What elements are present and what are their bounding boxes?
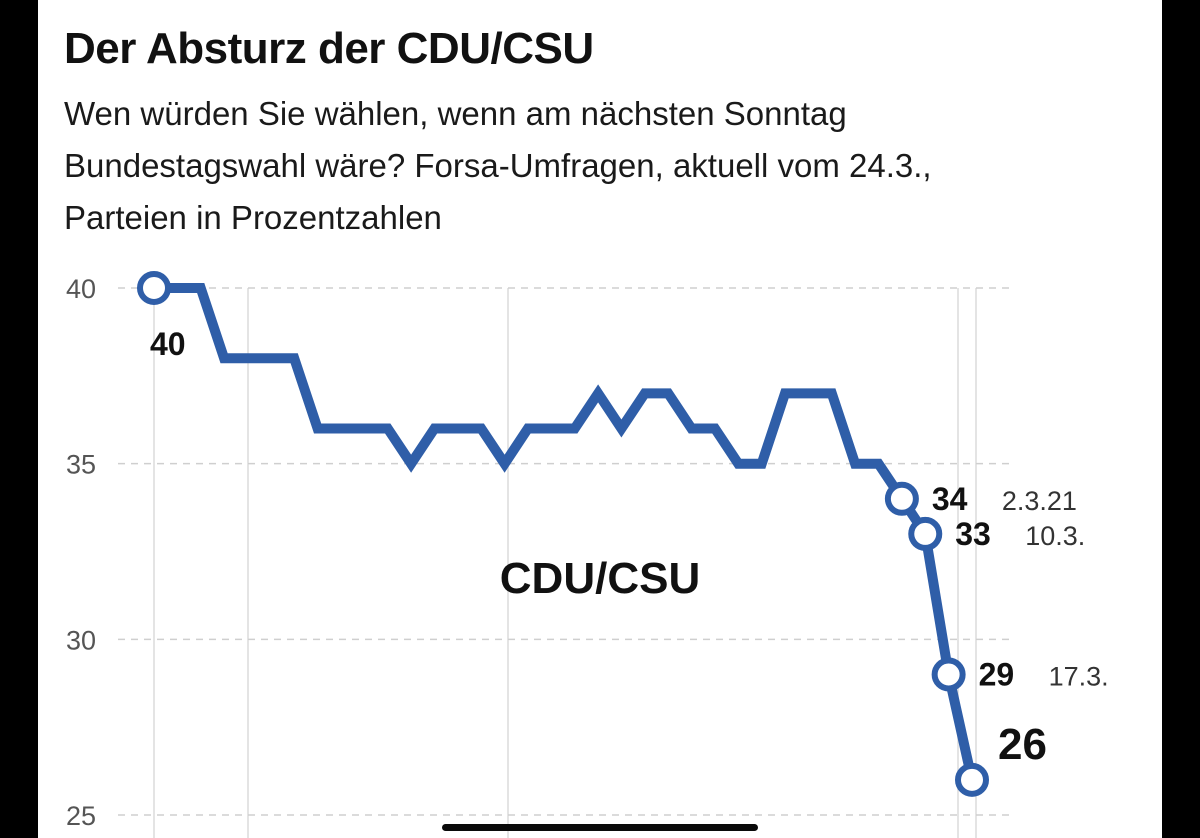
data-label-34: 34 (932, 481, 968, 517)
data-label-40: 40 (150, 326, 186, 362)
date-label-34: 2.3.21 (1002, 486, 1077, 516)
data-label-26: 26 (998, 720, 1047, 769)
data-label-33: 33 (955, 516, 991, 552)
line-chart: 40 35 30 25 CDU/CSU 40 34 2.3.21 33 10.3. 29 17.3.2… (66, 271, 1109, 838)
series-label: CDU/CSU (500, 554, 700, 603)
data-point-26 (955, 762, 989, 797)
data-point-33 (908, 516, 943, 551)
data-label-29: 29 (979, 656, 1015, 692)
data-point-40 (137, 271, 171, 305)
chart-title: Der Absturz der CDU/CSU (64, 24, 594, 73)
data-point-34 (884, 481, 919, 516)
y-tick-label-25: 25 (66, 801, 96, 831)
y-tick-label-30: 30 (66, 625, 96, 655)
home-indicator[interactable] (442, 824, 758, 831)
y-tick-label-35: 35 (66, 450, 96, 480)
chart-card: Der Absturz der CDU/CSU Wen würden Sie w… (38, 0, 1162, 838)
y-tick-label-40: 40 (66, 274, 96, 304)
date-label-29: 17.3. (1049, 661, 1109, 691)
series-line-cdu-csu (154, 283, 977, 781)
chart-subtitle: Wen würden Sie wählen, wenn am nächsten … (64, 95, 932, 236)
data-point-29 (931, 657, 966, 692)
date-label-33: 10.3. (1025, 521, 1085, 551)
